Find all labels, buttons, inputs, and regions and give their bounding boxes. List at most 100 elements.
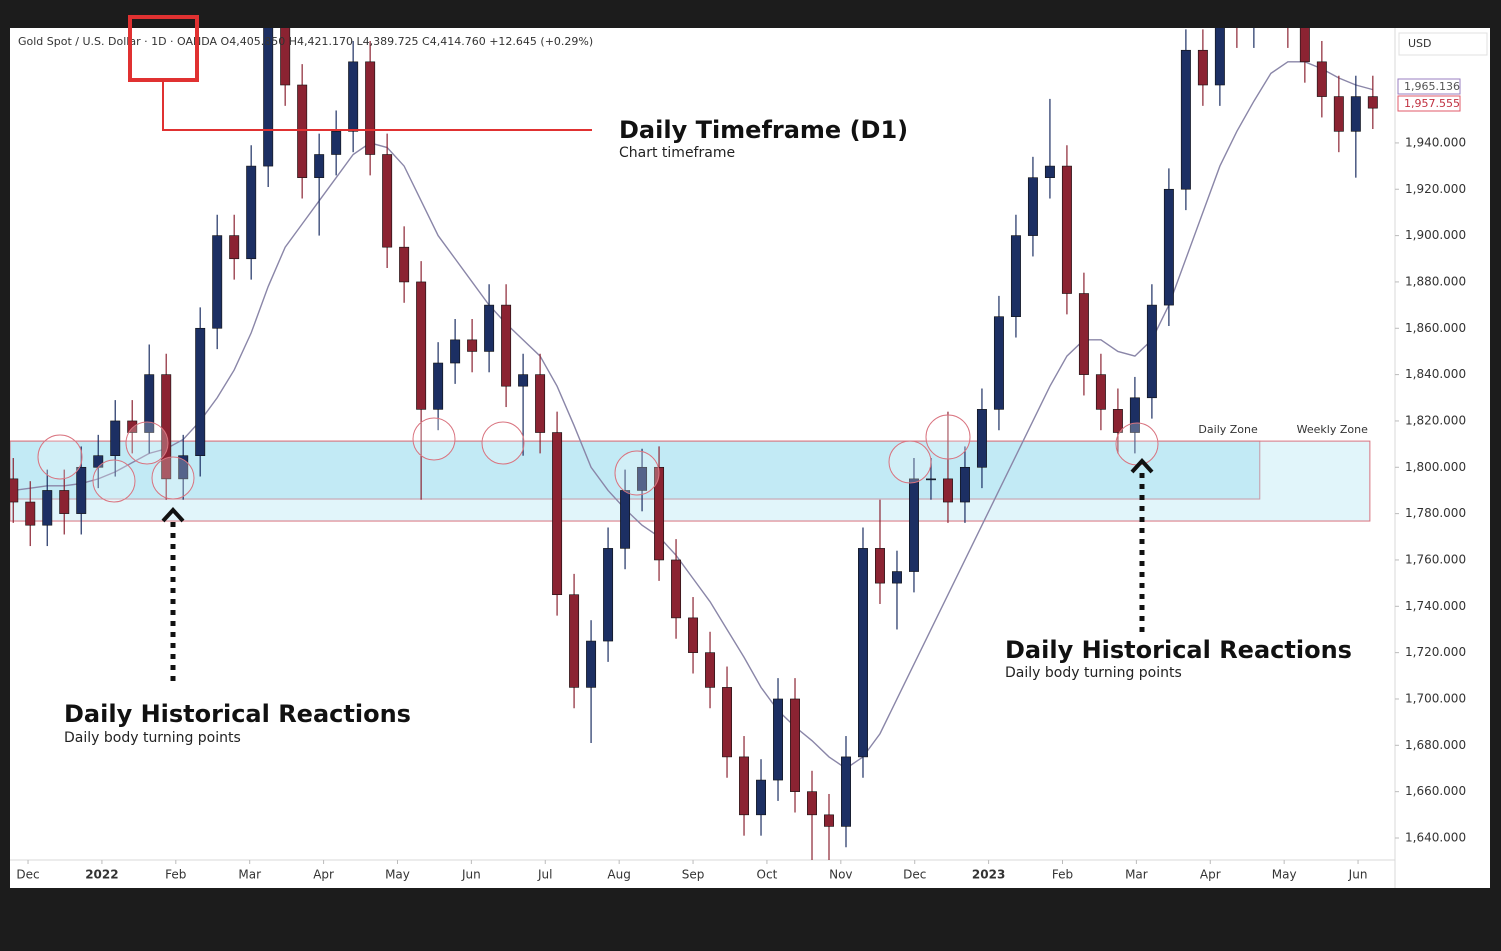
y-tick-label: 1,840.000 [1405,367,1466,381]
x-tick-label: Dec [903,868,926,882]
candle-body [1367,96,1378,109]
candle-body [722,687,733,758]
candle-body [42,490,53,526]
reaction-circle [92,459,136,503]
y-tick-label: 1,660.000 [1405,784,1466,798]
candle-body [416,281,427,410]
x-tick-label: Feb [165,868,186,882]
y-tick-label: 1,920.000 [1405,182,1466,196]
candle-body [1061,165,1072,294]
candle-body [484,304,495,352]
candle-body [1214,28,1225,86]
candle-body [59,490,70,514]
candle-body [925,478,936,481]
x-tick-label: Mar [1125,868,1148,882]
annotation-subtitle: Chart timeframe [619,145,735,161]
candle-body [518,374,529,387]
y-tick-label: 1,700.000 [1405,691,1466,705]
candle-body [127,420,138,433]
y-tick-label: 1,800.000 [1405,460,1466,474]
candle-body [671,559,682,619]
candle-body [1078,293,1089,375]
candle-body [739,756,749,816]
candle-body [569,594,580,688]
candle-body [824,814,834,827]
candle-body [1180,49,1191,190]
last-price-label: 1,957.555 [1404,97,1460,110]
candle-body [1095,374,1106,410]
candle-body [1027,177,1038,236]
candle-body [892,571,902,584]
reaction-circle [614,450,660,496]
candle-body [858,548,868,758]
y-tick-label: 1,680.000 [1405,738,1466,752]
ma-price-box [1397,78,1461,95]
candle-body [1333,96,1344,132]
candle-body [212,235,223,329]
candle-body [1197,49,1208,86]
candle-body [110,420,121,457]
candles [10,0,1378,860]
last-price-box [1397,95,1461,112]
x-tick-label: Jun [1348,868,1368,882]
candle-body [773,698,783,781]
candle-body [280,28,291,86]
reaction-circles [37,414,1159,503]
ma-line [13,61,1374,770]
reaction-circle [125,421,169,465]
candle-body [365,61,376,155]
candle-body [552,432,563,596]
annotation-title: Daily Timeframe (D1) [619,116,908,144]
candle-body [399,246,410,283]
x-tick-label: Aug [607,868,630,882]
annotation-title: Daily Historical Reactions [64,700,411,728]
candle-body [501,304,512,387]
zone-label: Weekly Zone [1297,423,1368,436]
reaction-circle [925,414,971,460]
candle-body [1232,0,1241,27]
candle-body [654,466,665,561]
x-tick-label: Dec [16,868,39,882]
candle-body [637,466,648,491]
moving-average [13,61,1374,770]
candle-body [467,339,478,352]
candle-body [144,374,155,433]
candle-body [993,316,1004,410]
candle-body [450,339,461,364]
candle-body [841,756,851,827]
candle-body [382,154,393,248]
x-tick-label: Jun [461,868,481,882]
x-tick-label: Apr [1200,868,1221,882]
candle-body [1112,409,1123,433]
y-tick-label: 1,740.000 [1405,599,1466,613]
x-tick-label: May [385,868,410,882]
x-tick-label: Mar [238,868,261,882]
chart-header: Gold Spot / U.S. Dollar · 1D · OANDA O4,… [18,35,593,48]
candle-body [1129,397,1140,433]
x-tick-label: Sep [682,868,705,882]
candle-body [1350,96,1361,132]
candle-body [756,779,766,816]
x-tick-label: 2022 [85,868,118,882]
candle-body [586,640,597,688]
candle-body [620,490,631,549]
reaction-circle [412,417,456,461]
candle-body [161,374,172,480]
x-tick-label: Nov [829,868,852,882]
candle-body [875,548,885,584]
y-tick-label: 1,760.000 [1405,552,1466,566]
y-tick-label: 1,880.000 [1405,274,1466,288]
reaction-circle [481,421,525,465]
candle-body [297,84,308,178]
candle-body [959,466,970,503]
y-tick-label: 1,720.000 [1405,645,1466,659]
candle-body [1010,235,1021,317]
candle-body [1163,188,1174,306]
y-tick-label: 1,860.000 [1405,321,1466,335]
chart-panel [10,28,1490,888]
candle-body [1316,61,1327,97]
candle-body [10,478,19,503]
annotation-subtitle: Daily body turning points [1005,665,1182,681]
candle-body [1266,0,1275,4]
